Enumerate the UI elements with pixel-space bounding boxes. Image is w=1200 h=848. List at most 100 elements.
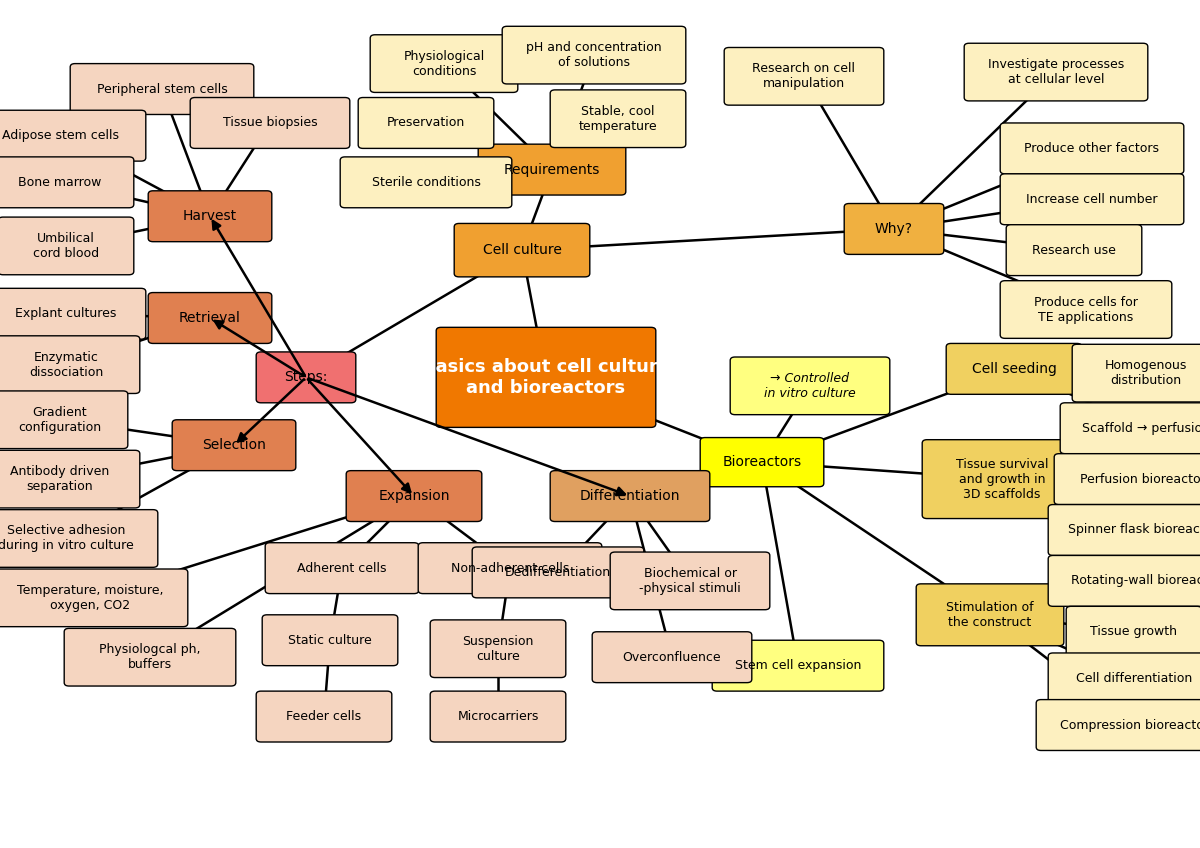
FancyBboxPatch shape xyxy=(725,47,884,105)
Text: Stimulation of
the construct: Stimulation of the construct xyxy=(946,600,1034,629)
Text: Adherent cells: Adherent cells xyxy=(298,561,386,575)
FancyBboxPatch shape xyxy=(917,583,1064,646)
Text: Homogenous
distribution: Homogenous distribution xyxy=(1105,359,1187,388)
FancyBboxPatch shape xyxy=(370,35,518,92)
Text: Increase cell number: Increase cell number xyxy=(1026,192,1158,206)
Text: Physiologcal ph,
buffers: Physiologcal ph, buffers xyxy=(100,643,200,672)
FancyBboxPatch shape xyxy=(1007,225,1142,276)
Text: Basics about cell culture
and bioreactors: Basics about cell culture and bioreactor… xyxy=(422,358,670,397)
FancyBboxPatch shape xyxy=(263,615,398,666)
Text: Suspension
culture: Suspension culture xyxy=(462,634,534,663)
Text: Feeder cells: Feeder cells xyxy=(287,710,361,723)
Text: Rotating-wall bioreactor: Rotating-wall bioreactor xyxy=(1070,574,1200,588)
FancyBboxPatch shape xyxy=(713,640,884,691)
FancyBboxPatch shape xyxy=(257,352,355,403)
Text: Tissue growth: Tissue growth xyxy=(1091,625,1177,639)
FancyBboxPatch shape xyxy=(437,327,655,427)
FancyBboxPatch shape xyxy=(1001,123,1183,174)
FancyBboxPatch shape xyxy=(265,543,419,594)
Text: Cell culture: Cell culture xyxy=(482,243,562,257)
FancyBboxPatch shape xyxy=(431,620,566,678)
Text: Microcarriers: Microcarriers xyxy=(457,710,539,723)
Text: Umbilical
cord blood: Umbilical cord blood xyxy=(32,232,100,260)
Text: Static culture: Static culture xyxy=(288,633,372,647)
Text: Scaffold → perfusion: Scaffold → perfusion xyxy=(1082,421,1200,435)
FancyBboxPatch shape xyxy=(257,691,391,742)
Text: Selection: Selection xyxy=(202,438,266,452)
FancyBboxPatch shape xyxy=(419,543,601,594)
FancyBboxPatch shape xyxy=(0,217,133,275)
Text: Harvest: Harvest xyxy=(182,209,238,223)
FancyBboxPatch shape xyxy=(965,43,1147,101)
Text: Explant cultures: Explant cultures xyxy=(16,307,116,321)
FancyBboxPatch shape xyxy=(71,64,254,114)
FancyBboxPatch shape xyxy=(341,157,512,208)
Text: Selective adhesion
during in vitro culture: Selective adhesion during in vitro cultu… xyxy=(0,524,134,553)
FancyBboxPatch shape xyxy=(0,569,188,627)
Text: Bioreactors: Bioreactors xyxy=(722,455,802,469)
Text: Produce cells for
TE applications: Produce cells for TE applications xyxy=(1034,295,1138,324)
FancyBboxPatch shape xyxy=(0,336,139,393)
FancyBboxPatch shape xyxy=(551,90,686,148)
FancyBboxPatch shape xyxy=(1049,653,1200,704)
FancyBboxPatch shape xyxy=(149,191,272,242)
FancyBboxPatch shape xyxy=(1049,505,1200,555)
Text: Gradient
configuration: Gradient configuration xyxy=(18,405,102,434)
FancyBboxPatch shape xyxy=(1067,606,1200,657)
Text: Expansion: Expansion xyxy=(378,489,450,503)
Text: Non-adherent cells: Non-adherent cells xyxy=(451,561,569,575)
FancyBboxPatch shape xyxy=(503,26,686,84)
FancyBboxPatch shape xyxy=(190,98,350,148)
FancyBboxPatch shape xyxy=(0,510,158,567)
FancyBboxPatch shape xyxy=(64,628,236,686)
FancyBboxPatch shape xyxy=(946,343,1082,394)
Text: Physiological
conditions: Physiological conditions xyxy=(403,49,485,78)
Text: Sterile conditions: Sterile conditions xyxy=(372,176,480,189)
Text: Compression bioreactor: Compression bioreactor xyxy=(1060,718,1200,732)
Text: Stem cell expansion: Stem cell expansion xyxy=(734,659,862,672)
Text: Tissue survival
and growth in
3D scaffolds: Tissue survival and growth in 3D scaffol… xyxy=(955,458,1049,500)
Text: Cell seeding: Cell seeding xyxy=(972,362,1056,376)
FancyBboxPatch shape xyxy=(454,223,590,276)
FancyBboxPatch shape xyxy=(551,471,710,522)
FancyBboxPatch shape xyxy=(431,691,566,742)
FancyBboxPatch shape xyxy=(701,438,823,487)
FancyBboxPatch shape xyxy=(0,110,146,161)
Text: Preservation: Preservation xyxy=(386,116,466,130)
FancyBboxPatch shape xyxy=(0,288,146,339)
FancyBboxPatch shape xyxy=(173,420,296,471)
Text: Produce other factors: Produce other factors xyxy=(1025,142,1159,155)
FancyBboxPatch shape xyxy=(1049,555,1200,606)
Text: Requirements: Requirements xyxy=(504,163,600,176)
Text: Stable, cool
temperature: Stable, cool temperature xyxy=(578,104,658,133)
Text: Overconfluence: Overconfluence xyxy=(623,650,721,664)
FancyBboxPatch shape xyxy=(1073,344,1200,402)
Text: Why?: Why? xyxy=(875,222,913,236)
FancyBboxPatch shape xyxy=(1055,454,1200,505)
FancyBboxPatch shape xyxy=(922,439,1082,518)
Text: Enzymatic
dissociation: Enzymatic dissociation xyxy=(29,350,103,379)
Text: Cell differentiation: Cell differentiation xyxy=(1076,672,1192,685)
FancyBboxPatch shape xyxy=(358,98,494,148)
FancyBboxPatch shape xyxy=(347,471,481,522)
Text: Antibody driven
separation: Antibody driven separation xyxy=(11,465,109,494)
Text: Differentiation: Differentiation xyxy=(580,489,680,503)
FancyBboxPatch shape xyxy=(730,357,890,415)
Text: Perfusion bioreactors: Perfusion bioreactors xyxy=(1080,472,1200,486)
Text: Bone marrow: Bone marrow xyxy=(18,176,102,189)
FancyBboxPatch shape xyxy=(0,391,128,449)
Text: Tissue biopsies: Tissue biopsies xyxy=(223,116,317,130)
FancyBboxPatch shape xyxy=(479,144,626,195)
Text: Spinner flask bioreactors: Spinner flask bioreactors xyxy=(1068,523,1200,537)
FancyBboxPatch shape xyxy=(610,552,770,610)
FancyBboxPatch shape xyxy=(1001,281,1171,338)
Text: Temperature, moisture,
oxygen, CO2: Temperature, moisture, oxygen, CO2 xyxy=(17,583,163,612)
Text: Peripheral stem cells: Peripheral stem cells xyxy=(97,82,227,96)
Text: Investigate processes
at cellular level: Investigate processes at cellular level xyxy=(988,58,1124,86)
Text: Research on cell
manipulation: Research on cell manipulation xyxy=(752,62,856,91)
FancyBboxPatch shape xyxy=(1001,174,1183,225)
Text: pH and concentration
of solutions: pH and concentration of solutions xyxy=(526,41,662,70)
Text: Retrieval: Retrieval xyxy=(179,311,241,325)
FancyBboxPatch shape xyxy=(0,450,140,508)
Text: Dedifferentiation: Dedifferentiation xyxy=(505,566,611,579)
